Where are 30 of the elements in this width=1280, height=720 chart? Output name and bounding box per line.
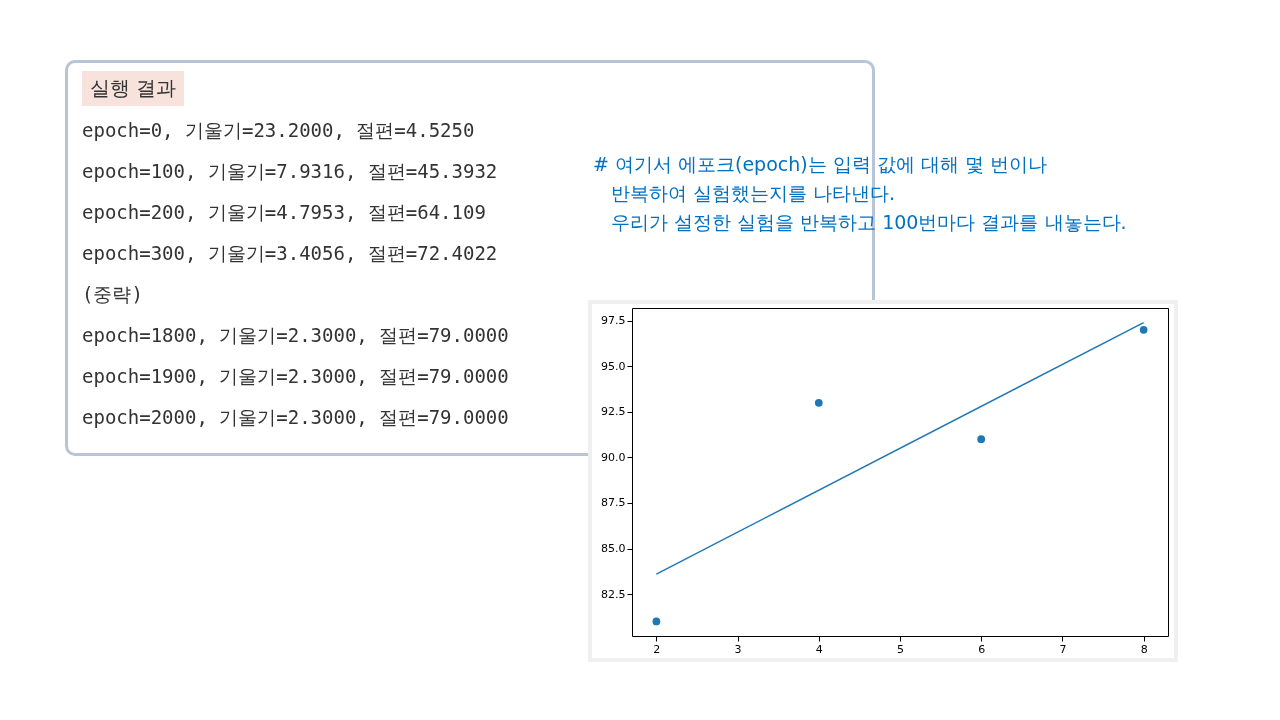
text: epoch=1900, 기울기=2.3000, 절편=79.0000 xyxy=(82,365,509,387)
text: epoch=2000, 기울기=2.3000, 절편=79.0000 xyxy=(82,406,509,428)
x-tick-label: 5 xyxy=(897,642,904,656)
point xyxy=(977,435,986,444)
y-tick-label: 97.5 xyxy=(601,314,626,328)
point xyxy=(814,398,823,407)
x-tick-label: 8 xyxy=(1140,642,1148,656)
text: (중략) xyxy=(82,282,144,307)
y-tick-label: 85.0 xyxy=(601,542,626,556)
x-tick-label: 7 xyxy=(1059,642,1067,656)
x-tick-label: 3 xyxy=(734,642,742,656)
text: 우리가 설정한 실험을 반복하고 100번마다 결과를 내놓는다. xyxy=(610,210,1127,235)
text: epoch=100, 기울기=7.9316, 절편=45.3932 xyxy=(82,160,498,182)
y-tick-label: 92.5 xyxy=(601,405,626,419)
text: epoch=300, 기울기=3.4056, 절편=72.4022 xyxy=(82,241,499,266)
text: epoch=0, 기울기=23.2000, 절편=4.5250 xyxy=(82,118,476,143)
point xyxy=(1139,326,1148,334)
text: 실행 결과 xyxy=(82,71,185,106)
text: epoch=1800, 기울기=2.3000, 절편=79.0000 xyxy=(82,324,509,346)
text: 반복하여 실험했는지를 나타낸다. xyxy=(610,181,897,206)
y-tick-label: 87.5 xyxy=(601,496,626,510)
x-tick-label: 4 xyxy=(815,642,823,656)
y-tick-label: 95.0 xyxy=(601,359,626,373)
x-tick-label: 6 xyxy=(978,642,986,656)
x-tick-label: 2 xyxy=(653,642,661,656)
text: # 여기서 에포크(epoch)는 입력 값에 대해 몇 번이나 xyxy=(593,152,1048,177)
text: epoch=200, 기울기=4.7953, 절편=64.109 xyxy=(82,201,486,223)
point xyxy=(652,617,661,626)
y-tick-label: 90.0 xyxy=(601,450,626,464)
y-tick-label: 82.5 xyxy=(601,587,626,601)
